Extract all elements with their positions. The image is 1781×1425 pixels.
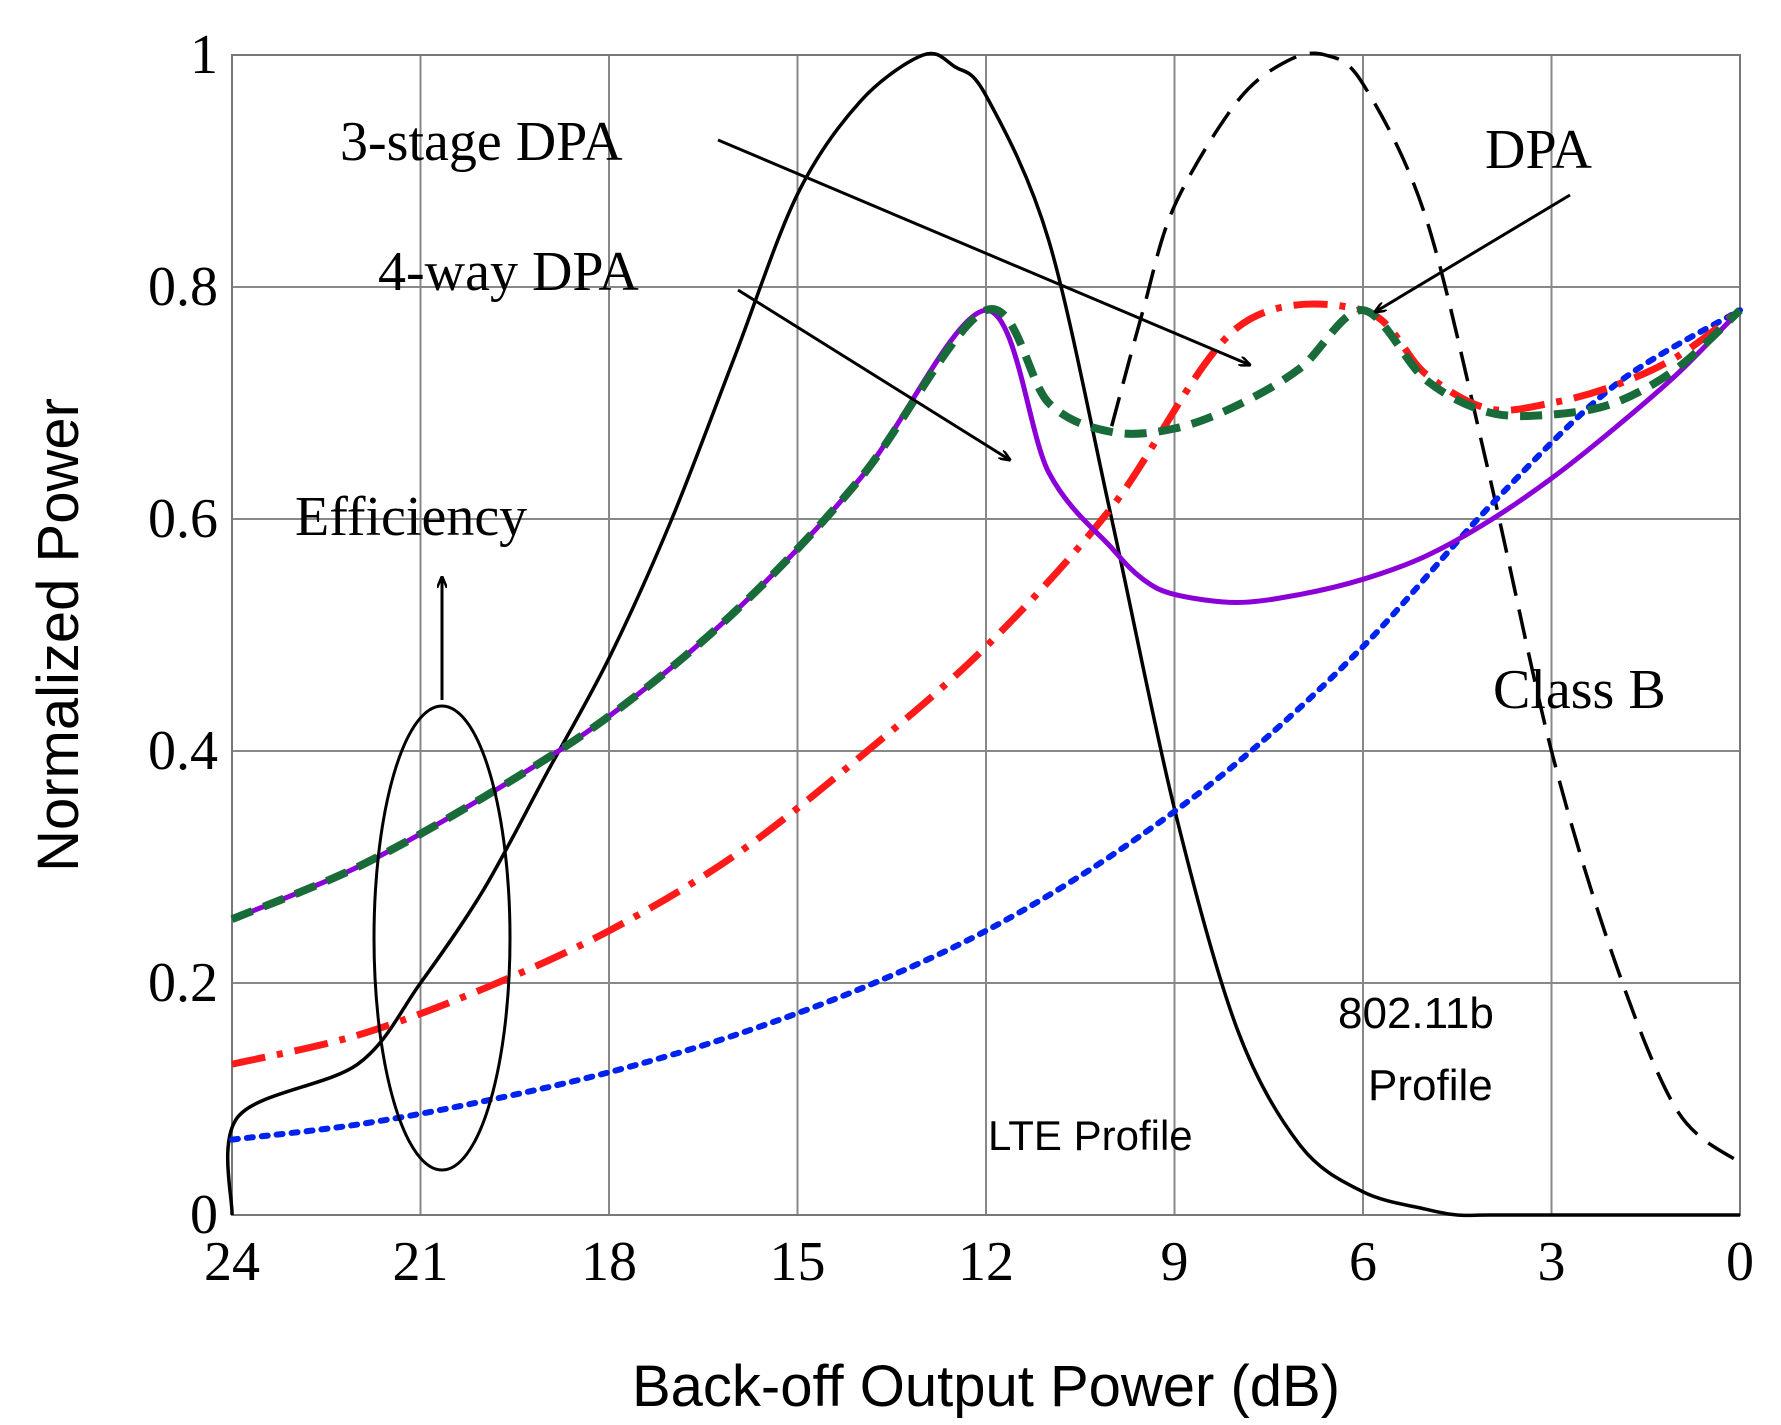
x-tick-label: 15	[770, 1231, 826, 1293]
label-3-stage-dpa: 3-stage DPA	[340, 111, 623, 173]
label-efficiency: Efficiency	[295, 486, 527, 548]
plot-frame	[231, 54, 1741, 1216]
y-tick-label: 1	[190, 24, 218, 86]
y-tick-label: 0.8	[148, 256, 218, 318]
y-axis-label: Normalized Power	[26, 398, 91, 872]
x-tick-label: 21	[393, 1231, 449, 1293]
y-tick-label: 0.6	[148, 488, 218, 550]
y-tick-label: 0.4	[148, 720, 218, 782]
x-tick-label: 24	[204, 1231, 260, 1293]
arrow-dpa	[1375, 193, 1571, 312]
series-line-4-way-dpa	[231, 307, 1742, 922]
x-tick-label: 9	[1161, 1231, 1189, 1293]
series-line-dpa	[231, 300, 1743, 1068]
x-tick-label: 6	[1349, 1231, 1377, 1293]
tick-labels: 24 21 18 15 12 9 6 3 0 0 0.2 0.4 0.6 0.8 1	[148, 24, 1754, 1293]
series-layer	[226, 51, 1743, 1218]
x-tick-label: 0	[1726, 1231, 1754, 1293]
label-802-11b-line2: Profile	[1368, 1061, 1493, 1110]
label-4-way-dpa: 4-way DPA	[378, 241, 639, 303]
x-axis-label: Back-off Output Power (dB)	[632, 1354, 1340, 1419]
x-tick-label: 3	[1538, 1231, 1566, 1293]
y-tick-label: 0	[190, 1184, 218, 1246]
arrow-4way	[737, 288, 1010, 460]
y-tick-label: 0.2	[148, 952, 218, 1014]
series-line-class-b	[229, 307, 1743, 1143]
arrow-3stage	[717, 138, 1250, 365]
series-line-3-stage-dpa	[230, 305, 1743, 923]
series-line-lte-profile	[226, 51, 1740, 1218]
x-tick-label: 18	[581, 1231, 637, 1293]
label-class-b: Class B	[1493, 659, 1666, 721]
annotation-arrows	[372, 138, 1571, 1172]
x-tick-label: 12	[958, 1231, 1014, 1293]
efficiency-ellipse	[372, 704, 512, 1172]
series-line-802-11b-profile	[1110, 51, 1742, 1165]
label-802-11b-line1: 802.11b	[1338, 989, 1494, 1038]
label-lte-profile: LTE Profile	[988, 1112, 1193, 1159]
label-dpa: DPA	[1485, 119, 1592, 181]
